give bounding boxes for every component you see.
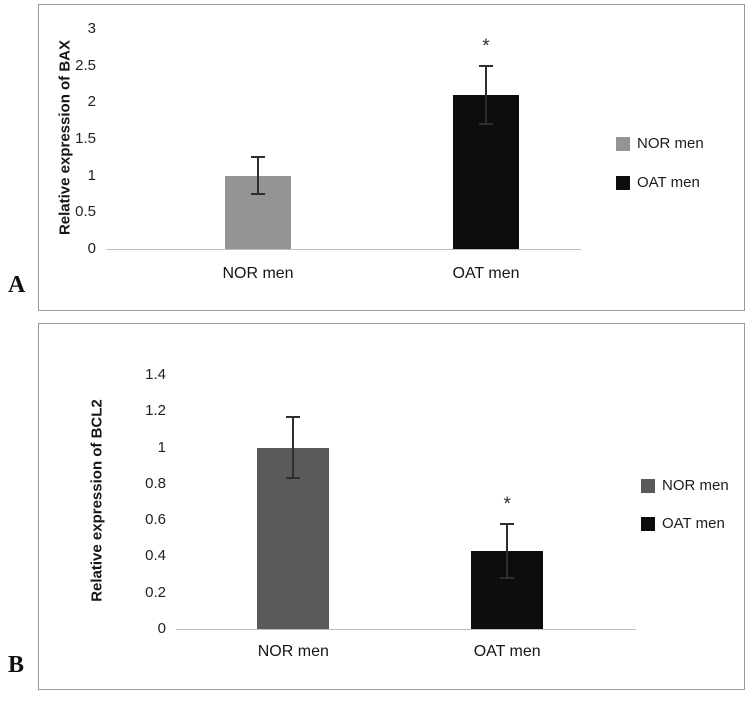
error-bar-line xyxy=(506,523,509,579)
x-tick-label: NOR men xyxy=(257,643,329,660)
x-tick-label: OAT men xyxy=(452,265,520,282)
legend-item: NOR men xyxy=(616,135,704,152)
y-tick-label: 0.2 xyxy=(145,583,166,601)
y-tick-label: 1 xyxy=(87,166,96,184)
panel-label-b: B xyxy=(8,652,25,678)
panel-b-box: Relative expression of BCL2 0 0.2 0.4 0.6 0.8… xyxy=(38,323,745,690)
x-axis-line xyxy=(176,629,636,630)
chart-bax: Relative expression of BAX 0 0.5 1 1.5 2 2.5 3 N… xyxy=(39,5,744,310)
y-tick-label: 1.5 xyxy=(75,130,96,147)
panel-label-a: A xyxy=(8,272,26,298)
legend: NOR men OAT men xyxy=(616,135,704,213)
legend: NOR men OAT men xyxy=(641,477,729,553)
legend-label: NOR men xyxy=(637,135,704,152)
chart-bcl2: Relative expression of BCL2 0 0.2 0.4 0.6 0.8… xyxy=(39,324,744,689)
error-bar-line xyxy=(292,416,295,479)
error-bar-cap-bottom xyxy=(286,477,301,480)
error-bar-cap-top xyxy=(500,522,515,525)
error-bar-cap-bottom xyxy=(479,123,493,126)
x-tick-label: OAT men xyxy=(473,643,541,660)
legend-item: OAT men xyxy=(641,515,729,532)
legend-swatch xyxy=(616,175,630,190)
error-bar-cap-bottom xyxy=(251,193,265,195)
y-tick-label: 0.6 xyxy=(145,511,166,529)
legend-label: OAT men xyxy=(662,515,725,532)
y-axis-title: Relative expression of BCL2 xyxy=(88,399,106,602)
y-tick-label: 0.8 xyxy=(145,474,166,492)
panel-a-box: Relative expression of BAX 0 0.5 1 1.5 2 2.5 3 N… xyxy=(38,4,745,311)
legend-swatch xyxy=(641,478,655,493)
significance-marker: * xyxy=(503,493,511,515)
legend-swatch xyxy=(641,516,655,531)
error-bar-line xyxy=(257,157,259,194)
y-tick-label: 2 xyxy=(87,93,96,111)
x-axis-line xyxy=(106,249,581,250)
y-tick-label: 2.5 xyxy=(75,56,96,74)
y-tick-label: 1.4 xyxy=(145,366,166,383)
y-tick-label: 0 xyxy=(87,240,96,257)
y-tick-label: 3 xyxy=(87,20,96,37)
error-bar-cap-top xyxy=(286,415,301,418)
legend-label: OAT men xyxy=(637,174,700,191)
y-tick-label: 0 xyxy=(157,620,166,637)
error-bar-cap-top xyxy=(251,156,265,159)
y-tick-label: 1 xyxy=(157,438,166,456)
error-bar-cap-top xyxy=(479,64,493,67)
legend-label: NOR men xyxy=(662,477,729,494)
error-bar-line xyxy=(485,65,487,125)
y-tick-label: 0.5 xyxy=(75,203,96,221)
y-tick-label: 0.4 xyxy=(145,547,166,565)
error-bar-cap-bottom xyxy=(500,577,515,580)
legend-item: OAT men xyxy=(616,174,704,191)
legend-swatch xyxy=(616,136,630,151)
y-tick-label: 1.2 xyxy=(145,402,166,420)
legend-item: NOR men xyxy=(641,477,729,494)
significance-marker: * xyxy=(482,35,490,57)
x-tick-label: NOR men xyxy=(222,265,294,282)
